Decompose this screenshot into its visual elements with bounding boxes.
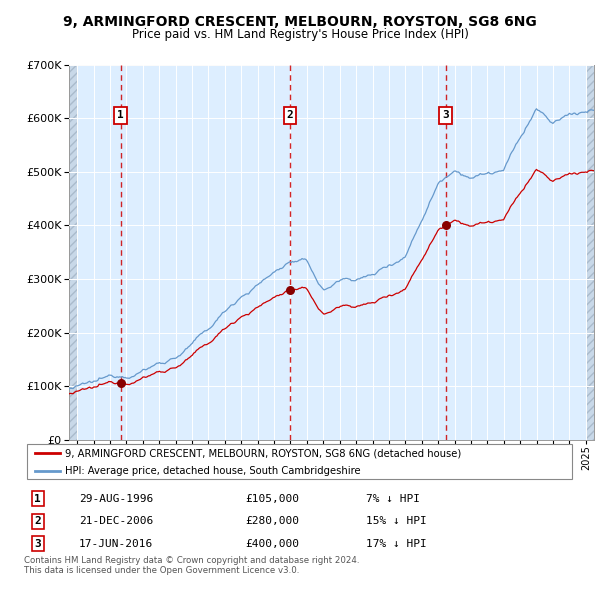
Text: 1: 1 [118, 110, 124, 120]
Text: 15% ↓ HPI: 15% ↓ HPI [366, 516, 427, 526]
Text: Price paid vs. HM Land Registry's House Price Index (HPI): Price paid vs. HM Land Registry's House … [131, 28, 469, 41]
Text: 3: 3 [34, 539, 41, 549]
Text: HPI: Average price, detached house, South Cambridgeshire: HPI: Average price, detached house, Sout… [65, 466, 361, 476]
Text: 7% ↓ HPI: 7% ↓ HPI [366, 494, 420, 504]
Text: 17% ↓ HPI: 17% ↓ HPI [366, 539, 427, 549]
Bar [69, 65, 77, 440]
Text: 21-DEC-2006: 21-DEC-2006 [79, 516, 154, 526]
Text: £400,000: £400,000 [245, 539, 299, 549]
Text: 9, ARMINGFORD CRESCENT, MELBOURN, ROYSTON, SG8 6NG (detached house): 9, ARMINGFORD CRESCENT, MELBOURN, ROYSTO… [65, 448, 461, 458]
Text: Contains HM Land Registry data © Crown copyright and database right 2024.
This d: Contains HM Land Registry data © Crown c… [24, 556, 359, 575]
Text: 17-JUN-2016: 17-JUN-2016 [79, 539, 154, 549]
FancyBboxPatch shape [27, 444, 572, 479]
Text: £280,000: £280,000 [245, 516, 299, 526]
Text: 2: 2 [34, 516, 41, 526]
Bar [69, 65, 77, 440]
Text: 3: 3 [442, 110, 449, 120]
Text: 9, ARMINGFORD CRESCENT, MELBOURN, ROYSTON, SG8 6NG: 9, ARMINGFORD CRESCENT, MELBOURN, ROYSTO… [63, 15, 537, 30]
Bar [586, 65, 594, 440]
Text: £105,000: £105,000 [245, 494, 299, 504]
Text: 1: 1 [34, 494, 41, 504]
Bar [586, 65, 594, 440]
Text: 29-AUG-1996: 29-AUG-1996 [79, 494, 154, 504]
Text: 2: 2 [287, 110, 293, 120]
